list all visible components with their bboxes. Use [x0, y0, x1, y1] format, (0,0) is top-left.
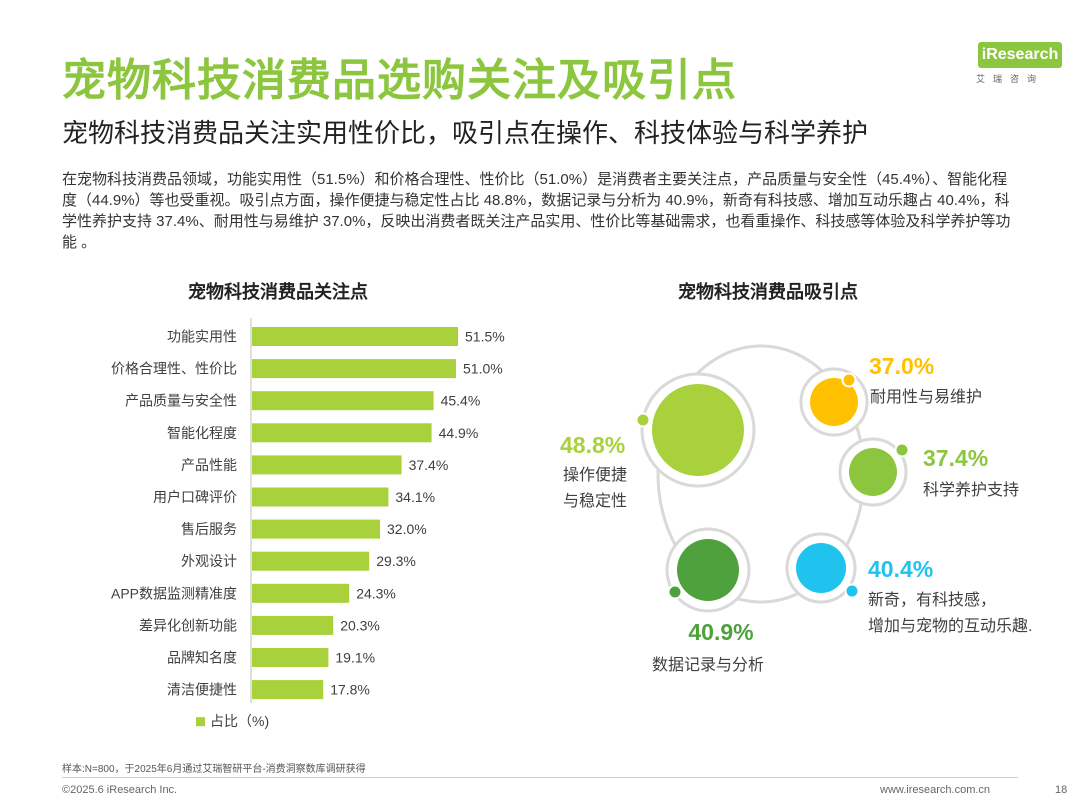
bar — [252, 327, 458, 346]
bar-value-label: 51.0% — [463, 361, 503, 377]
footer-divider — [62, 777, 1018, 778]
bar — [252, 615, 334, 635]
bar-category-label: 差异化创新功能 — [139, 617, 237, 633]
bar — [252, 583, 350, 603]
description-paragraph: 在宠物科技消费品领域，功能实用性（51.5%）和价格合理性、性价比（51.0%）… — [62, 171, 1011, 251]
bubble-value-label: 37.4% — [923, 445, 988, 471]
bubble-value-label: 40.9% — [688, 619, 753, 645]
bar-category-label: 外观设计 — [181, 553, 237, 569]
attention-bar-chart: 功能实用性 51.5% 价格合理性、性价比 51.0% 产品质量与安全性 45.4% 智能化… — [111, 318, 505, 729]
bubble-value-label: 37.0% — [869, 353, 934, 379]
bar — [252, 519, 380, 539]
bubble-value-label: 48.8% — [560, 432, 625, 458]
bubble-marker-dot — [667, 584, 683, 600]
page-title: 宠物科技消费品选购关注及吸引点 — [62, 56, 737, 105]
bar — [252, 359, 456, 379]
legend-swatch — [196, 717, 205, 727]
bar-category-label: 产品性能 — [181, 457, 237, 473]
bar — [252, 680, 324, 700]
bar — [252, 391, 434, 411]
copyright-text: ©2025.6 iResearch Inc. — [62, 784, 178, 796]
bar-chart-title: 宠物科技消费品关注点 — [188, 282, 368, 302]
bubble-category-label: 与稳定性 — [563, 492, 627, 510]
bar — [252, 423, 432, 443]
bubble-category-label: 新奇，有科技感， — [868, 591, 996, 609]
bar-value-label: 32.0% — [387, 521, 427, 537]
bar-value-label: 34.1% — [395, 489, 435, 505]
logo-subtitle: 艾瑞咨询 — [976, 74, 1045, 84]
bar-category-label: 用户口碑评价 — [153, 489, 237, 505]
bar-value-label: 44.9% — [439, 425, 479, 441]
bubble-marker-dot — [635, 412, 651, 428]
bubble-category-label: 科学养护支持 — [923, 481, 1019, 499]
iresearch-logo: iResearch 艾瑞咨询 — [972, 42, 1068, 90]
bar-value-label: 20.3% — [340, 617, 380, 633]
bar-value-label: 19.1% — [335, 650, 375, 666]
bubble-value-label: 40.4% — [868, 556, 933, 582]
website-link[interactable]: www.iresearch.com.cn — [880, 784, 991, 796]
logo-mark: iResearch — [978, 42, 1062, 68]
bar — [252, 551, 370, 571]
bubble-category-label: 操作便捷 — [563, 466, 627, 484]
bubble-category-label: 耐用性与易维护 — [870, 388, 982, 406]
bubble — [677, 539, 739, 601]
bar-value-label: 45.4% — [441, 393, 481, 409]
attraction-bubble-chart: 48.8% 操作便捷与稳定性 37.0% 耐用性与易维护 37.4% 科学养护支持 40.4… — [560, 344, 1032, 674]
bar-value-label: 17.8% — [330, 682, 370, 698]
bubble — [810, 378, 858, 426]
bar-category-label: 品牌知名度 — [167, 650, 237, 666]
bar-category-label: 产品质量与安全性 — [125, 393, 237, 409]
bar-value-label: 29.3% — [376, 553, 416, 569]
bubble-chart-title: 宠物科技消费品吸引点 — [678, 282, 858, 302]
bar-category-label: 清洁便捷性 — [167, 682, 237, 698]
bubble-marker-dot — [844, 583, 860, 599]
bubble-marker-dot — [894, 442, 910, 458]
bar-category-label: 功能实用性 — [167, 329, 237, 345]
bubble — [849, 448, 897, 496]
bar-value-label: 37.4% — [409, 457, 449, 473]
sample-footnote: 样本:N=800，于2025年6月通过艾瑞智研平台-消费洞察数库调研获得 — [62, 764, 366, 775]
bubble — [796, 543, 846, 593]
page-number: 18 — [1055, 784, 1068, 796]
bubble-category-label: 增加与宠物的互动乐趣. — [868, 617, 1032, 635]
legend-label: 占比（%) — [210, 713, 269, 729]
bar-category-label: 售后服务 — [181, 521, 237, 537]
bubble-marker-dot — [841, 372, 857, 388]
bar — [252, 455, 402, 475]
bar-value-label: 24.3% — [356, 585, 396, 601]
bar — [252, 648, 329, 667]
bar-category-label: 价格合理性、性价比 — [111, 361, 237, 377]
bubble — [652, 384, 744, 476]
bubble-category-label: 数据记录与分析 — [652, 656, 764, 674]
bar-category-label: APP数据监测精准度 — [111, 585, 237, 601]
bar-category-label: 智能化程度 — [167, 425, 237, 441]
bar — [252, 487, 389, 507]
page-subtitle: 宠物科技消费品关注实用性价比，吸引点在操作、科技体验与科学养护 — [62, 118, 869, 148]
bar-value-label: 51.5% — [465, 329, 505, 345]
